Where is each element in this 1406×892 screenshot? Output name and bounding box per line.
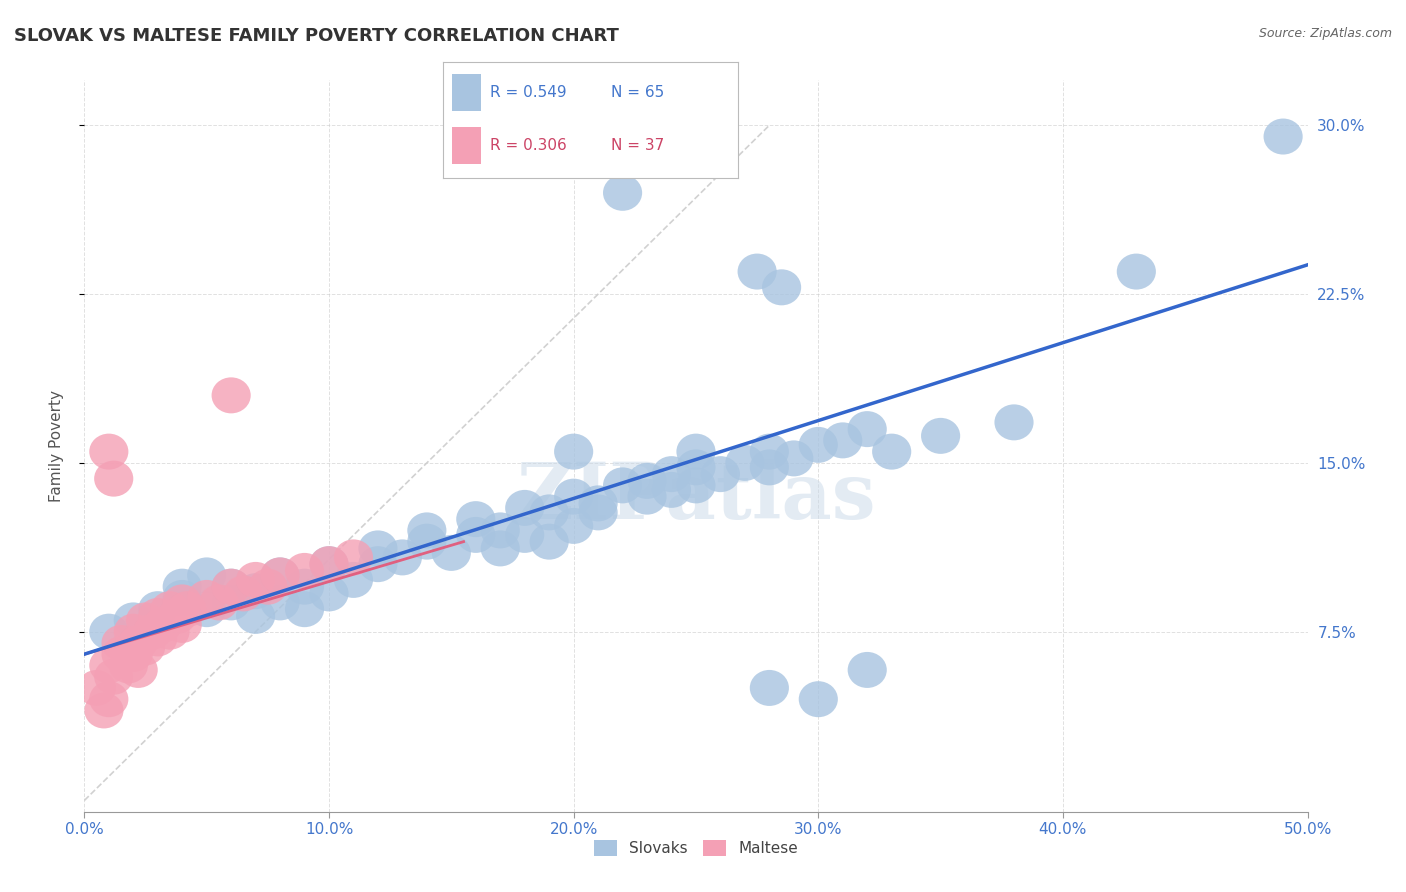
Text: R = 0.549: R = 0.549 [491, 85, 567, 100]
Legend: Slovaks, Maltese: Slovaks, Maltese [588, 834, 804, 863]
Bar [451, 74, 481, 112]
Text: N = 65: N = 65 [612, 85, 665, 100]
Y-axis label: Family Poverty: Family Poverty [49, 390, 63, 502]
Text: SLOVAK VS MALTESE FAMILY POVERTY CORRELATION CHART: SLOVAK VS MALTESE FAMILY POVERTY CORRELA… [14, 27, 619, 45]
Bar [451, 128, 481, 164]
Text: Source: ZipAtlas.com: Source: ZipAtlas.com [1258, 27, 1392, 40]
Text: N = 37: N = 37 [612, 138, 665, 153]
Text: R = 0.306: R = 0.306 [491, 138, 567, 153]
Text: ZIPatlas: ZIPatlas [516, 459, 876, 535]
